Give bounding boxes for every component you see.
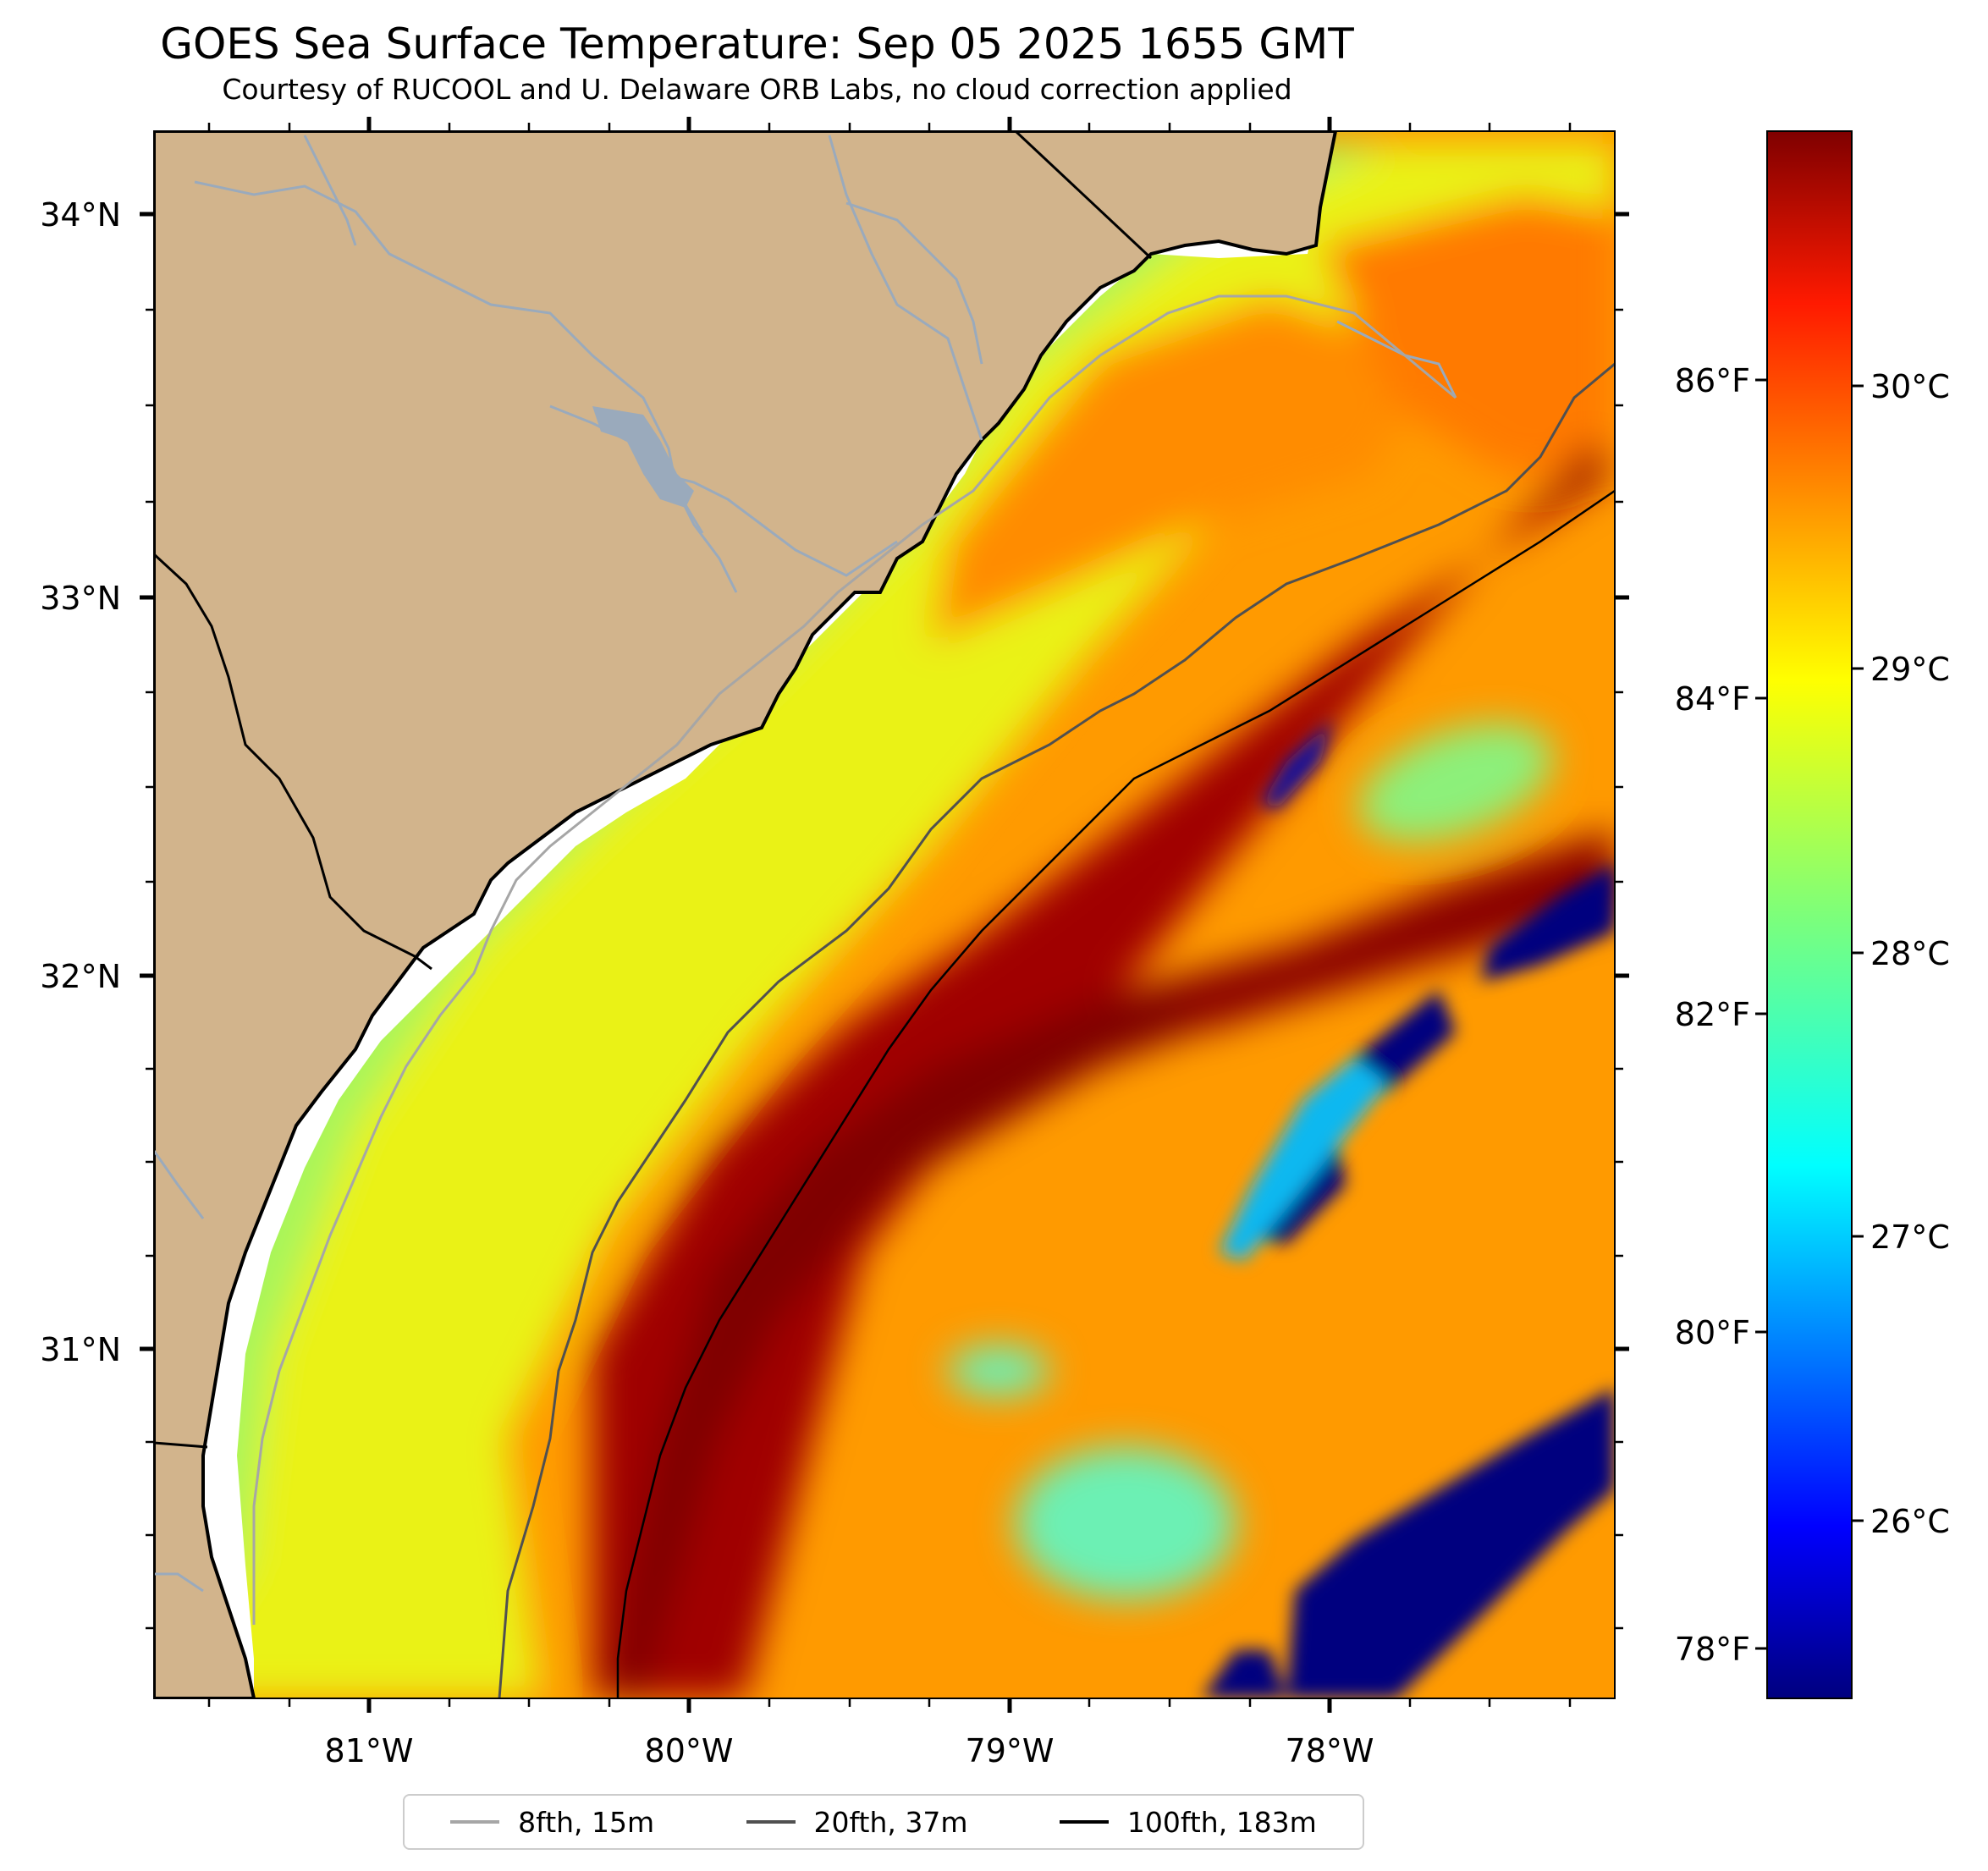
offshore-cyan-patch-2 bbox=[948, 1345, 1049, 1396]
lake bbox=[592, 406, 694, 508]
lat-label-31: 31°N bbox=[40, 1331, 121, 1368]
cold-patch-corner bbox=[1202, 1650, 1286, 1698]
colorbar-f-label-82: 82°F bbox=[1675, 996, 1750, 1033]
offshore-green-eddy bbox=[1358, 724, 1553, 842]
border-ga-sc bbox=[154, 553, 432, 971]
colorbar-f-label-84: 84°F bbox=[1675, 680, 1750, 718]
colorbar-c-label-29: 29°C bbox=[1870, 651, 1950, 688]
lat-label-33: 33°N bbox=[40, 580, 121, 617]
legend-swatch-8fth bbox=[450, 1820, 500, 1824]
river-6 bbox=[845, 201, 983, 365]
border-fl-ga bbox=[154, 1441, 208, 1449]
lon-label-80: 80°W bbox=[645, 1732, 734, 1769]
isobath-20fth-line bbox=[498, 362, 1615, 1698]
minor-ticks bbox=[146, 123, 1623, 1707]
isobath-8fth-line bbox=[252, 294, 1457, 1625]
colorbar: 86°F 84°F 82°F 80°F 78°F 30°C 29°C 28°C … bbox=[1675, 130, 1950, 1699]
map-frame bbox=[153, 130, 1616, 1699]
colorbar-f-ticks bbox=[1755, 378, 1767, 1650]
colorbar-c-label-30: 30°C bbox=[1870, 368, 1950, 405]
shelf-yellow-band bbox=[154, 144, 1615, 1698]
isobath-100fth-line bbox=[616, 489, 1615, 1698]
river-9 bbox=[154, 1572, 204, 1593]
land bbox=[154, 131, 1338, 1698]
lon-label-81: 81°W bbox=[325, 1732, 414, 1769]
rivers bbox=[154, 135, 1457, 1593]
river-8 bbox=[154, 1150, 205, 1219]
legend-entry-100fth: 100fth, 183m bbox=[1059, 1805, 1317, 1839]
isobath-100fth bbox=[616, 489, 1615, 1698]
gulf-stream-band bbox=[609, 855, 1615, 1698]
colorbar-gradient bbox=[1766, 130, 1853, 1699]
legend-label-100fth: 100fth, 183m bbox=[1126, 1805, 1317, 1839]
river-1 bbox=[194, 180, 738, 593]
cold-patch-east bbox=[1481, 863, 1615, 982]
isobath-20fth bbox=[498, 362, 1615, 1698]
lon-label-78: 78°W bbox=[1286, 1732, 1374, 1769]
lon-labels: 81°W 80°W 79°W 78°W bbox=[325, 1732, 1374, 1769]
legend-label-20fth: 20fth, 37m bbox=[813, 1805, 968, 1839]
river-5 bbox=[659, 472, 898, 577]
sst-map bbox=[154, 131, 1615, 1698]
map-ticks bbox=[140, 117, 1629, 1713]
state-borders bbox=[154, 131, 1153, 1449]
sst-cold-clouds bbox=[1202, 719, 1615, 1698]
offshore-cyan-patch bbox=[1016, 1447, 1236, 1599]
legend-entry-20fth: 20fth, 37m bbox=[746, 1806, 968, 1839]
legend-swatch-20fth bbox=[746, 1820, 796, 1824]
lat-label-32: 32°N bbox=[40, 958, 121, 995]
shelf-orange-patch-north bbox=[1320, 195, 1615, 474]
legend-label-8fth: 8fth, 15m bbox=[518, 1805, 655, 1839]
shelf-orange-patch bbox=[931, 296, 1439, 643]
cold-patch-southeast bbox=[1286, 1388, 1615, 1698]
legend-swatch-100fth bbox=[1059, 1820, 1109, 1824]
map-subtitle: Courtesy of RUCOOL and U. Delaware ORB L… bbox=[222, 73, 1292, 106]
lat-label-34: 34°N bbox=[40, 196, 121, 234]
colorbar-c-label-26: 26°C bbox=[1870, 1503, 1950, 1540]
colorbar-f-label-78: 78°F bbox=[1675, 1631, 1750, 1668]
gulf-stream-band-east bbox=[1168, 829, 1615, 1032]
cold-cyan-rim bbox=[1219, 1058, 1388, 1261]
isobath-8fth bbox=[252, 294, 1457, 1625]
lon-label-79: 79°W bbox=[966, 1732, 1055, 1769]
river-3 bbox=[303, 135, 357, 246]
lat-labels: 34°N 33°N 32°N 31°N bbox=[40, 196, 121, 1368]
lat-major-ticks bbox=[140, 212, 1629, 1351]
isobath-legend: 8fth, 15m 20fth, 37m 100fth, 183m bbox=[403, 1794, 1364, 1850]
colorbar-c-label-28: 28°C bbox=[1870, 935, 1950, 972]
border-nc-sc bbox=[1014, 131, 1153, 260]
gulf-stream-core bbox=[592, 440, 1615, 1698]
legend-entry-8fth: 8fth, 15m bbox=[450, 1806, 654, 1839]
colorbar-c-label-27: 27°C bbox=[1870, 1219, 1950, 1256]
lon-major-ticks bbox=[366, 117, 1332, 1713]
colorbar-f-label-80: 80°F bbox=[1675, 1314, 1750, 1351]
colorbar-f-label-86: 86°F bbox=[1675, 362, 1750, 399]
cold-patch-elongated bbox=[1261, 719, 1333, 808]
colorbar-c-ticks bbox=[1852, 384, 1864, 1522]
map-title: GOES Sea Surface Temperature: Sep 05 202… bbox=[160, 19, 1354, 69]
